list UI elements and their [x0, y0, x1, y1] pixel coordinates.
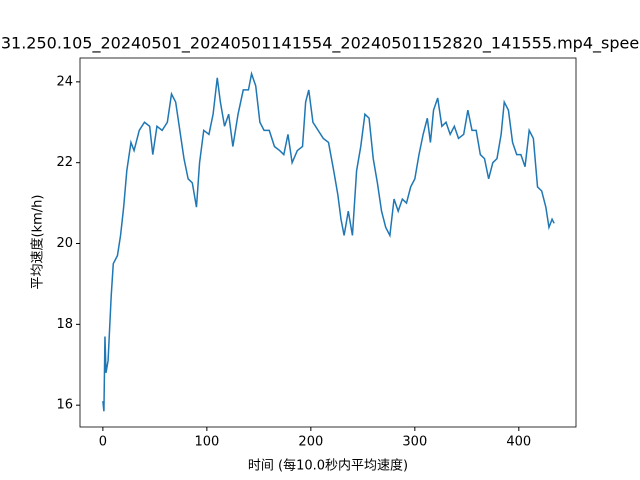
line-series: [102, 70, 555, 412]
x-axis-label: 时间 (每10.0秒内平均速度): [248, 458, 408, 474]
x-tick-label: 400: [506, 435, 531, 450]
y-tick-label: 22: [56, 155, 73, 170]
y-tick-label: 20: [56, 236, 73, 251]
x-tick-label: 300: [402, 435, 427, 450]
x-tick-label: 100: [194, 435, 219, 450]
y-tick-label: 16: [56, 398, 73, 413]
chart-title: 2.31.250.105_20240501_20240501141554_202…: [0, 34, 640, 54]
x-tick-label: 200: [298, 435, 323, 450]
plot-frame: [79, 57, 577, 428]
y-axis-label: 平均速度(km/h): [30, 195, 46, 290]
x-tick-label: 0: [99, 435, 107, 450]
y-tick-label: 18: [56, 317, 73, 332]
y-tick-label: 24: [56, 74, 73, 89]
